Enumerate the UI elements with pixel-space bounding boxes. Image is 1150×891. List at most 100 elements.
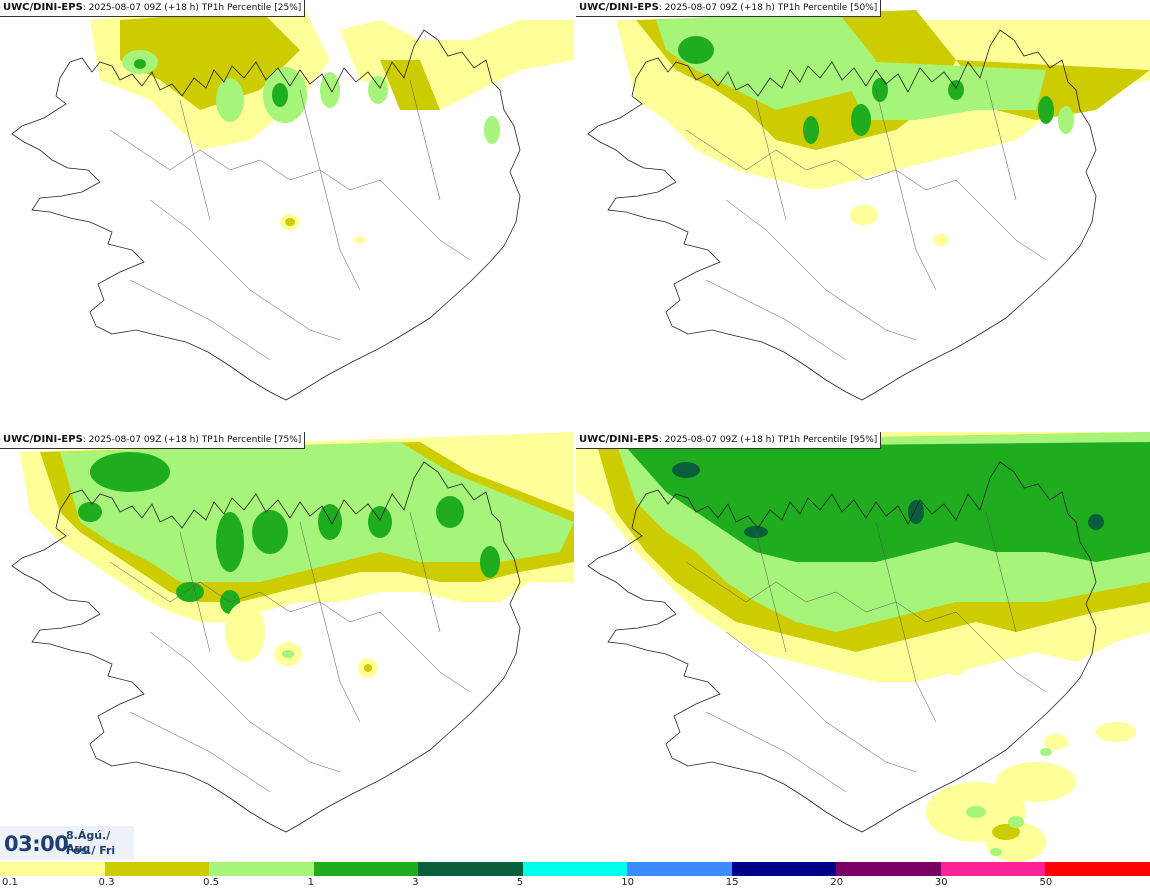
precip-cell bbox=[216, 512, 244, 572]
map-panel-p75: UWC/DINI-EPS: 2025-08-07 09Z (+18 h) TP1… bbox=[0, 432, 574, 862]
precip-cell bbox=[1058, 106, 1074, 134]
precip-cell bbox=[368, 76, 388, 104]
legend-tick-label: 20 bbox=[830, 877, 844, 888]
legend-swatch bbox=[0, 862, 105, 876]
precip-cell bbox=[984, 632, 1008, 652]
precip-cell bbox=[850, 205, 878, 225]
legend-tick-label: 0.3 bbox=[98, 877, 115, 888]
legend-swatch bbox=[836, 862, 941, 876]
map-canvas bbox=[11, 432, 574, 833]
precip-cell bbox=[992, 824, 1020, 840]
precip-cell bbox=[320, 72, 340, 108]
legend-swatch bbox=[104, 862, 210, 876]
precip-cell bbox=[354, 236, 366, 244]
precip-cell bbox=[1040, 748, 1052, 756]
precip-cell bbox=[90, 452, 170, 492]
precip-cell bbox=[252, 510, 288, 554]
legend-tick-label: 50 bbox=[1039, 877, 1053, 888]
legend-swatch bbox=[731, 862, 837, 876]
precip-cell bbox=[933, 234, 949, 246]
precip-cell bbox=[803, 116, 819, 144]
precip-cell bbox=[368, 506, 392, 538]
precip-cell bbox=[1008, 816, 1024, 828]
precip-cell bbox=[990, 848, 1002, 856]
legend-swatch bbox=[522, 862, 628, 876]
precipitation-field bbox=[576, 432, 1150, 862]
precip-area bbox=[60, 442, 574, 582]
product-label: TP1h Percentile [25%] bbox=[201, 3, 302, 13]
product-label: TP1h Percentile [75%] bbox=[201, 435, 302, 445]
precip-cell bbox=[966, 806, 986, 818]
precip-cell bbox=[285, 218, 295, 226]
panel-header: UWC/DINI-EPS: 2025-08-07 09Z (+18 h) TP1… bbox=[0, 432, 306, 449]
iceland-coastline bbox=[587, 461, 1097, 833]
precip-cell bbox=[851, 104, 871, 136]
model-label: UWC/DINI-EPS bbox=[3, 434, 83, 445]
legend-tick-label: 0.5 bbox=[203, 877, 219, 888]
model-label: UWC/DINI-EPS bbox=[579, 434, 659, 445]
legend-swatch bbox=[418, 862, 523, 876]
legend-tick-label: 1 bbox=[307, 877, 314, 888]
precipitation-field bbox=[90, 0, 574, 244]
legend-swatch bbox=[313, 862, 419, 876]
precip-cell bbox=[364, 664, 372, 672]
precip-area bbox=[380, 60, 440, 110]
valid-day: Fös./ Fri bbox=[66, 844, 116, 857]
legend-ticks: 0.1 0.3 0.5 1 3 5 10 15 20 30 50 bbox=[0, 877, 1150, 891]
precip-cell bbox=[225, 602, 265, 662]
precip-cell bbox=[872, 78, 888, 102]
precip-cell bbox=[484, 116, 500, 144]
precip-cell bbox=[318, 504, 342, 540]
precip-cell bbox=[272, 83, 288, 107]
legend-swatch bbox=[940, 862, 1046, 876]
product-label: TP1h Percentile [95%] bbox=[777, 435, 878, 445]
precip-area bbox=[836, 60, 1046, 120]
legend-swatch bbox=[1045, 862, 1150, 876]
precip-cell bbox=[908, 500, 924, 524]
legend-swatch bbox=[209, 862, 314, 876]
panel-header: UWC/DINI-EPS: 2025-08-07 09Z (+18 h) TP1… bbox=[576, 0, 882, 17]
valid-time: 03:00 bbox=[4, 832, 69, 856]
precip-area bbox=[656, 10, 876, 110]
map-panel-p50: UWC/DINI-EPS: 2025-08-07 09Z (+18 h) TP1… bbox=[576, 0, 1150, 430]
precip-cell bbox=[1088, 514, 1104, 530]
map-canvas bbox=[576, 432, 1150, 862]
legend-tick-label: 0.1 bbox=[2, 877, 18, 888]
panel-header: UWC/DINI-EPS: 2025-08-07 09Z (+18 h) TP1… bbox=[0, 0, 306, 17]
run-label: : 2025-08-07 09Z (+18 h) bbox=[658, 435, 775, 445]
color-legend bbox=[0, 862, 1150, 876]
legend-tick-label: 5 bbox=[516, 877, 524, 888]
precip-cell bbox=[78, 502, 102, 522]
iceland-coastline bbox=[587, 29, 1097, 401]
run-label: : 2025-08-07 09Z (+18 h) bbox=[82, 435, 199, 445]
precip-cell bbox=[1038, 96, 1054, 124]
map-panel-p25: UWC/DINI-EPS: 2025-08-07 09Z (+18 h) TP1… bbox=[0, 0, 574, 430]
legend-tick-label: 30 bbox=[934, 877, 948, 888]
model-label: UWC/DINI-EPS bbox=[3, 2, 83, 13]
precip-cell bbox=[480, 546, 500, 578]
precip-cell bbox=[216, 78, 244, 122]
run-label: : 2025-08-07 09Z (+18 h) bbox=[658, 3, 775, 13]
legend-tick-label: 10 bbox=[621, 877, 634, 888]
legend-swatch bbox=[627, 862, 732, 876]
precip-cell bbox=[946, 648, 966, 676]
legend-tick-label: 15 bbox=[725, 877, 739, 888]
precip-cell bbox=[176, 582, 204, 602]
precip-cell bbox=[672, 462, 700, 478]
panel-header: UWC/DINI-EPS: 2025-08-07 09Z (+18 h) TP1… bbox=[576, 432, 882, 449]
precip-cell bbox=[134, 59, 146, 69]
precip-cell bbox=[996, 762, 1076, 802]
model-label: UWC/DINI-EPS bbox=[579, 2, 659, 13]
iceland-coastline bbox=[11, 461, 521, 833]
precipitation-field bbox=[616, 10, 1150, 246]
valid-date: 8.Ágú./ Aug bbox=[66, 829, 111, 855]
run-label: : 2025-08-07 09Z (+18 h) bbox=[82, 3, 199, 13]
precip-cell bbox=[948, 80, 964, 100]
map-panel-p95: UWC/DINI-EPS: 2025-08-07 09Z (+18 h) TP1… bbox=[576, 432, 1150, 862]
map-canvas bbox=[11, 0, 574, 401]
map-canvas bbox=[587, 10, 1150, 401]
iceland-coastline bbox=[11, 29, 521, 401]
precip-cell bbox=[678, 36, 714, 64]
legend-tick-label: 3 bbox=[412, 877, 419, 888]
precip-cell bbox=[1096, 722, 1136, 742]
